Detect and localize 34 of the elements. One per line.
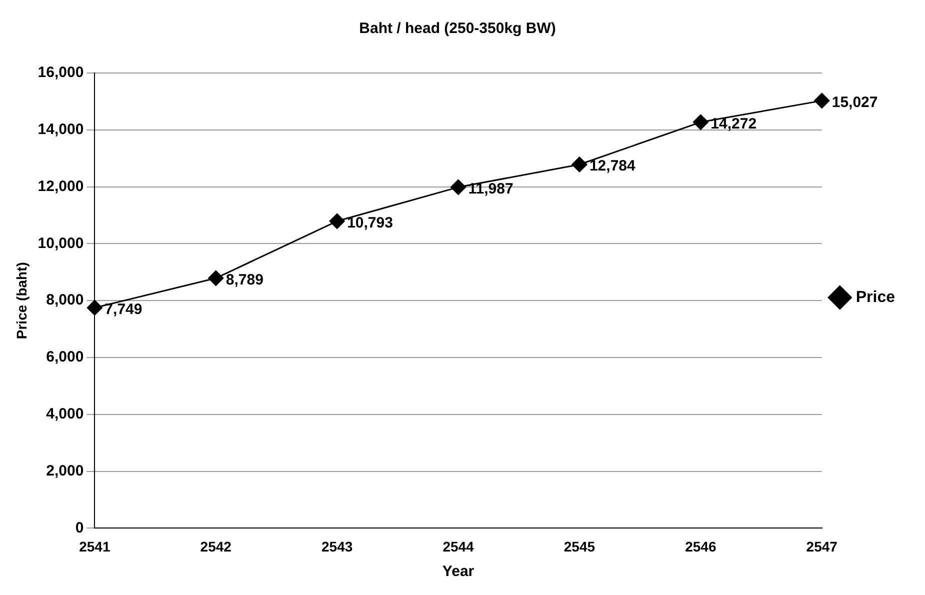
x-tick-label: 2546 bbox=[685, 538, 716, 554]
y-tick-label: 10,000 bbox=[38, 234, 84, 252]
data-label: 11,987 bbox=[468, 180, 514, 198]
legend-label: Price bbox=[856, 288, 896, 306]
chart-title: Baht / head (250-350kg BW) bbox=[359, 20, 556, 38]
data-label: 14,272 bbox=[710, 115, 757, 132]
x-axis-title: Year bbox=[442, 563, 474, 580]
point bbox=[329, 213, 345, 229]
x-tick-label: 2543 bbox=[321, 538, 353, 554]
y-tick-label: 2,000 bbox=[46, 462, 84, 480]
point bbox=[208, 270, 224, 286]
x-tick-label: 2545 bbox=[564, 538, 596, 554]
x-tick-label: 2544 bbox=[442, 538, 474, 554]
y-tick-label: 0 bbox=[75, 519, 84, 536]
data-label: 12,784 bbox=[589, 158, 636, 175]
data-label: 8,789 bbox=[226, 271, 264, 288]
data-label: 10,793 bbox=[347, 214, 393, 232]
x-tick-label: 2547 bbox=[806, 538, 838, 554]
y-tick-label: 4,000 bbox=[46, 406, 84, 423]
point bbox=[572, 156, 588, 172]
y-axis-title: Price (baht) bbox=[13, 262, 30, 340]
y-tick-label: 14,000 bbox=[38, 121, 84, 138]
point bbox=[814, 92, 830, 108]
data-label: 15,027 bbox=[832, 94, 878, 111]
y-tick-label: 12,000 bbox=[38, 178, 84, 195]
point bbox=[692, 114, 708, 130]
y-tick-label: 6,000 bbox=[46, 348, 84, 366]
y-tick-label: 16,000 bbox=[38, 64, 84, 82]
y-tick-label: 8,000 bbox=[46, 292, 84, 309]
point bbox=[86, 300, 102, 316]
x-tick-label: 2541 bbox=[79, 538, 110, 554]
point bbox=[450, 179, 466, 195]
x-tick-label: 2542 bbox=[200, 538, 232, 554]
data-label: 7,749 bbox=[104, 300, 142, 318]
